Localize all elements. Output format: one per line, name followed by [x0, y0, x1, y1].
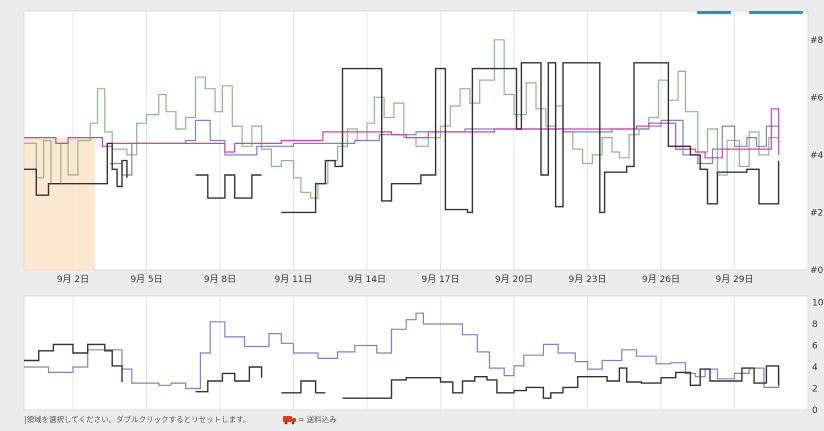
y-tick-label: #0 — [810, 266, 824, 276]
x-tick-label: 9月 17日 — [421, 274, 459, 285]
x-tick-label: 9月 26日 — [642, 274, 680, 285]
range-scrollbar[interactable] — [697, 11, 803, 14]
rank-y-tick-label: 6 — [812, 341, 818, 351]
x-tick-label: 9月 20日 — [495, 274, 533, 285]
rank-y-tick-label: 2 — [812, 384, 818, 394]
y-tick-label: #2, — [810, 208, 824, 218]
x-tick-label: 9月 29日 — [715, 274, 753, 285]
y-tick-label: #4, — [810, 151, 824, 161]
x-tick-label: 9月 11日 — [274, 274, 312, 285]
rank-y-tick-label: 8 — [812, 320, 818, 330]
y-tick-label: #8, — [810, 36, 824, 46]
x-tick-label: 9月 23日 — [568, 274, 606, 285]
truck-icon — [283, 416, 296, 424]
rank-y-tick-label: 4 — [812, 363, 818, 373]
y-tick-label: #6, — [810, 93, 824, 103]
chart-hint-text: |領域を選択してください。ダブルクリックするとリセットします。 — [24, 414, 250, 424]
x-tick-label: 9月 14日 — [348, 274, 386, 285]
x-tick-label: 9月 2日 — [57, 274, 89, 285]
rank-y-tick-label: 10 — [812, 298, 824, 308]
x-tick-label: 9月 5日 — [130, 274, 162, 285]
rank-y-tick-label: 0 — [812, 406, 818, 416]
selected-range[interactable] — [24, 138, 95, 270]
x-tick-label: 9月 8日 — [204, 274, 236, 285]
shipping-legend-label: = 送料込み — [298, 414, 337, 424]
